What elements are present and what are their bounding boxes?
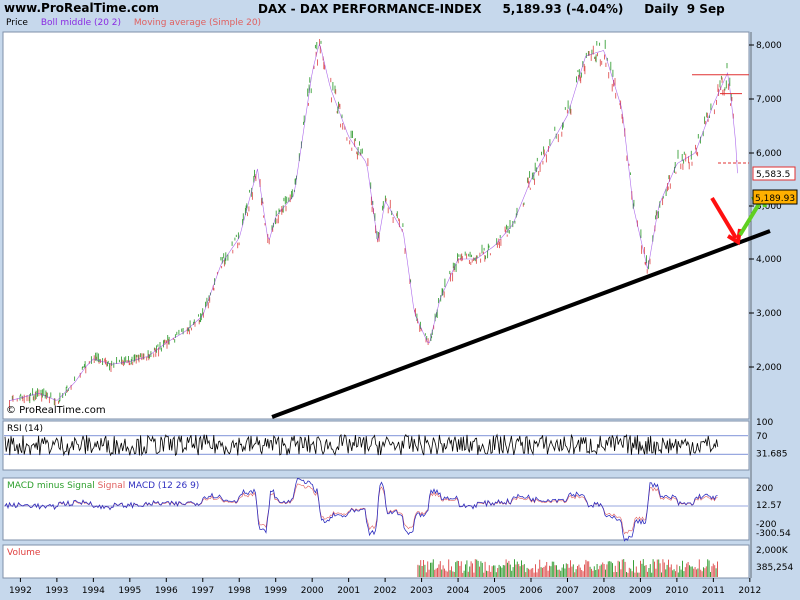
price-tick-label: 2,000 (756, 363, 782, 373)
price-label-previous: 5,583.5 (756, 170, 790, 180)
x-tick-label: 2012 (738, 586, 761, 596)
rsi-tick-label: 31.685 (756, 449, 788, 459)
price-tick-label: 3,000 (756, 309, 782, 319)
x-tick-label: 1993 (45, 586, 68, 596)
legend-ma: Moving average (Simple 20) (133, 18, 262, 28)
x-tick-label: 2004 (447, 586, 470, 596)
x-tick-label: 2006 (520, 586, 543, 596)
price-label-last: 5,189.93 (755, 194, 795, 204)
macd-legend-item: MACD minus Signal (7, 481, 98, 491)
x-tick-label: 2009 (629, 586, 652, 596)
macd-tick-label: 12.57 (756, 501, 782, 511)
volume-label: Volume (7, 548, 41, 558)
x-tick-label: 2007 (556, 586, 579, 596)
x-tick-label: 2002 (374, 586, 397, 596)
rsi-label: RSI (14) (7, 424, 43, 434)
x-tick-label: 1995 (118, 586, 141, 596)
x-tick-label: 2001 (337, 586, 360, 596)
macd-panel (2, 477, 750, 541)
macd-tick-label: 200 (756, 484, 773, 494)
volume-tick-label: 385,254 (756, 563, 793, 573)
macd-legend-item: MACD (12 26 9) (128, 481, 199, 491)
green-arrow-up-icon (738, 197, 764, 237)
chart-title: DAX - DAX PERFORMANCE-INDEX 5,189.93 (-4… (258, 2, 725, 16)
x-tick-label: 2011 (702, 586, 725, 596)
macd-tick-label: -200 (756, 520, 777, 530)
support-trend-line (271, 229, 771, 419)
x-tick-label: 2010 (665, 586, 688, 596)
legend-boll: Boll middle (20 2) (40, 18, 122, 28)
last-price-box-previous (752, 166, 796, 181)
last-price-box (752, 189, 798, 205)
x-tick-label: 1999 (264, 586, 287, 596)
legend-price: Price (6, 18, 28, 28)
x-tick-label: 1997 (191, 586, 214, 596)
macd-legend: MACD minus Signal Signal MACD (12 26 9) (7, 481, 199, 491)
price-tick-label: 8,000 (756, 41, 782, 51)
rsi-panel (2, 420, 750, 471)
x-tick-label: 1996 (155, 586, 178, 596)
rsi-tick-label: 70 (756, 432, 768, 442)
rsi-tick-label: 100 (756, 418, 773, 428)
macd-tick-label: -300.54 (756, 529, 791, 539)
price-tick-label: 7,000 (756, 95, 782, 105)
x-tick-label: 1992 (9, 586, 32, 596)
macd-line (4, 478, 718, 542)
x-tick-label: 2005 (483, 586, 506, 596)
x-tick-label: 2008 (592, 586, 615, 596)
x-tick-label: 1998 (228, 586, 251, 596)
price-tick-label: 6,000 (756, 149, 782, 159)
price-tick-label: 5,000 (756, 202, 782, 212)
red-arrow-down-icon (710, 196, 738, 240)
legend: Price Boll middle (20 2) Moving average … (6, 18, 271, 28)
volume-tick-label: 2,000K (756, 546, 789, 556)
site-brand[interactable]: www.ProRealTime.com (4, 1, 159, 15)
boll-middle-line (9, 42, 738, 402)
watermark: © ProRealTime.com (6, 405, 106, 416)
volume-panel (2, 544, 750, 579)
x-tick-label: 1994 (82, 586, 105, 596)
price-tick-label: 4,000 (756, 255, 782, 265)
rsi-line (4, 433, 719, 457)
macd-legend-item: Signal (98, 481, 129, 491)
x-tick-label: 2000 (301, 586, 324, 596)
x-tick-label: 2003 (410, 586, 433, 596)
